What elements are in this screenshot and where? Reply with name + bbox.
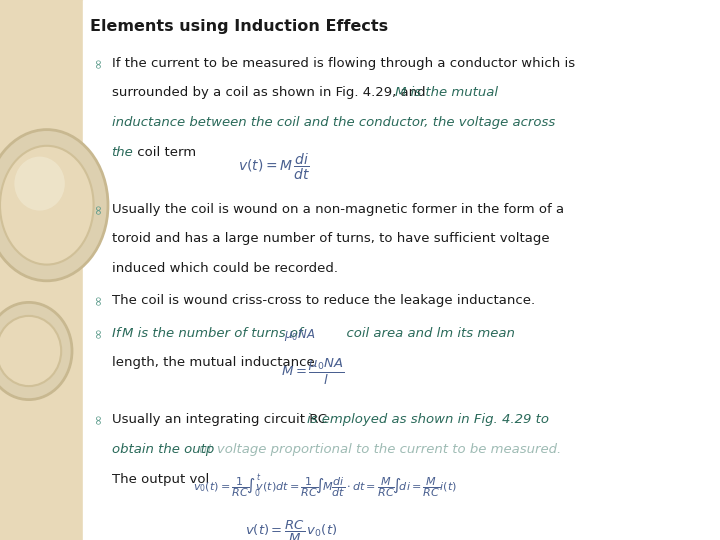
Text: ∞: ∞	[91, 294, 104, 305]
Text: The coil is wound criss-cross to reduce the leakage inductance.: The coil is wound criss-cross to reduce …	[112, 294, 535, 307]
Text: The output vol: The output vol	[112, 472, 213, 485]
Text: obtain the outp: obtain the outp	[112, 443, 214, 456]
Ellipse shape	[0, 146, 94, 265]
Text: is employed as shown in Fig. 4.29 to: is employed as shown in Fig. 4.29 to	[307, 413, 549, 426]
Text: induced which could be recorded.: induced which could be recorded.	[112, 262, 338, 275]
Text: ut voltage proportional to the current to be measured.: ut voltage proportional to the current t…	[199, 443, 562, 456]
Text: If: If	[112, 327, 125, 340]
Text: inductance between the coil and the conductor, the voltage across: inductance between the coil and the cond…	[112, 116, 555, 129]
Text: Usually an integrating circuit RC: Usually an integrating circuit RC	[112, 413, 331, 426]
Text: $v_0(t) = \dfrac{1}{RC}\!\int_0^t\!\!v(t)dt = \dfrac{1}{RC}\!\int\!M\dfrac{di}{d: $v_0(t) = \dfrac{1}{RC}\!\int_0^t\!\!v(t…	[193, 472, 456, 500]
Text: $v(t) = M\,\dfrac{di}{dt}$: $v(t) = M\,\dfrac{di}{dt}$	[238, 151, 310, 181]
Ellipse shape	[0, 316, 61, 386]
Ellipse shape	[0, 130, 108, 281]
Text: Elements using Induction Effects: Elements using Induction Effects	[90, 19, 388, 34]
Text: coil area and lm its mean: coil area and lm its mean	[338, 327, 516, 340]
Text: ∞: ∞	[91, 413, 104, 424]
Ellipse shape	[0, 302, 72, 400]
Text: M is the mutual: M is the mutual	[395, 86, 498, 99]
Ellipse shape	[14, 157, 65, 211]
Text: If the current to be measured is flowing through a conductor which is: If the current to be measured is flowing…	[112, 57, 575, 70]
Bar	[83, 0, 720, 540]
Text: length, the mutual inductance: length, the mutual inductance	[112, 356, 315, 369]
Text: $M = \dfrac{\mu_0 N A}{l}$: $M = \dfrac{\mu_0 N A}{l}$	[281, 356, 344, 387]
Text: ∞: ∞	[91, 202, 104, 213]
Text: ∞: ∞	[91, 57, 104, 68]
Text: toroid and has a large number of turns, to have sufficient voltage: toroid and has a large number of turns, …	[112, 232, 549, 245]
Text: coil term: coil term	[133, 146, 197, 159]
Bar	[0, 0, 83, 540]
Text: the: the	[112, 146, 133, 159]
Text: ∞: ∞	[91, 327, 104, 338]
Text: M is the number of turns of: M is the number of turns of	[122, 327, 302, 340]
Text: $\mu_0 NA$: $\mu_0 NA$	[284, 327, 315, 343]
Text: $v(t) = \dfrac{RC}{M}\,v_0(t)$: $v(t) = \dfrac{RC}{M}\,v_0(t)$	[245, 518, 337, 540]
Text: Usually the coil is wound on a non-magnetic former in the form of a: Usually the coil is wound on a non-magne…	[112, 202, 564, 215]
Text: surrounded by a coil as shown in Fig. 4.29, and: surrounded by a coil as shown in Fig. 4.…	[112, 86, 429, 99]
